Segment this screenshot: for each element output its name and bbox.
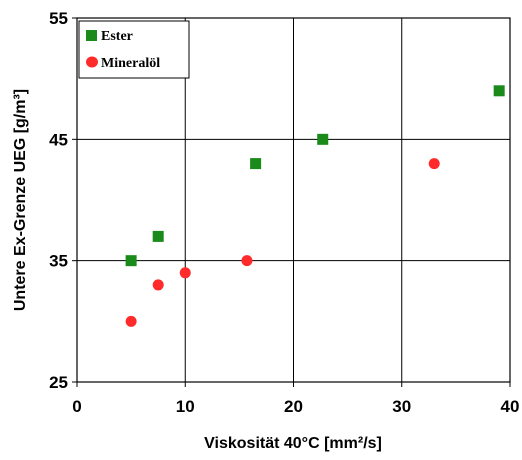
point-mineraloel: [179, 267, 191, 279]
legend-marker-ester: [86, 30, 97, 41]
point-mineraloel: [428, 158, 440, 170]
point-ester: [250, 158, 262, 170]
legend-marker-mineraloel: [86, 56, 98, 68]
x-tick-label: 40: [501, 397, 520, 416]
point-ester: [493, 85, 505, 97]
legend: Ester Mineralöl: [78, 20, 190, 79]
point-ester: [317, 133, 329, 145]
x-axis-title: Viskosität 40°C [mm²/s]: [204, 435, 382, 452]
y-axis-title: Untere Ex-Grenze UEG [g/m³]: [12, 89, 29, 311]
point-mineraloel: [125, 315, 137, 327]
x-tick-label: 10: [176, 397, 195, 416]
y-tick-label: 25: [49, 373, 68, 392]
data-points: [125, 85, 505, 327]
point-mineraloel: [152, 279, 164, 291]
y-tick-label: 45: [49, 130, 68, 149]
legend-label-mineraloel: Mineralöl: [101, 56, 160, 71]
x-tick-label: 30: [392, 397, 411, 416]
x-tick-label: 0: [72, 397, 81, 416]
point-ester: [125, 255, 137, 267]
point-mineraloel: [241, 255, 253, 267]
point-ester: [152, 230, 164, 242]
legend-label-ester: Ester: [101, 29, 133, 44]
grid: [77, 18, 510, 382]
y-tick-label: 55: [49, 9, 68, 28]
axis-ticks: 0 10 20 30 40 25 35 45 55: [49, 9, 519, 416]
x-tick-label: 20: [284, 397, 303, 416]
y-tick-label: 35: [49, 252, 68, 271]
legend-box: [78, 20, 190, 79]
